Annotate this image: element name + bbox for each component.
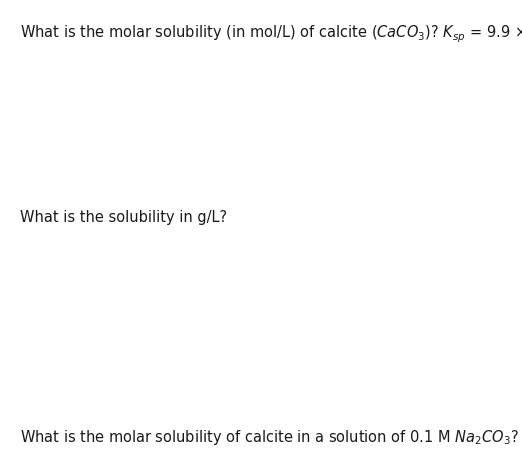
Text: What is the solubility in g/L?: What is the solubility in g/L?: [20, 210, 227, 225]
Text: What is the molar solubility of calcite in a solution of 0.1 M $Na_2CO_3$?: What is the molar solubility of calcite …: [20, 428, 519, 447]
Text: What is the molar solubility (in mol/L) of calcite ($CaCO_3$)? $K_{sp}$ = 9.9 $\: What is the molar solubility (in mol/L) …: [20, 22, 522, 46]
